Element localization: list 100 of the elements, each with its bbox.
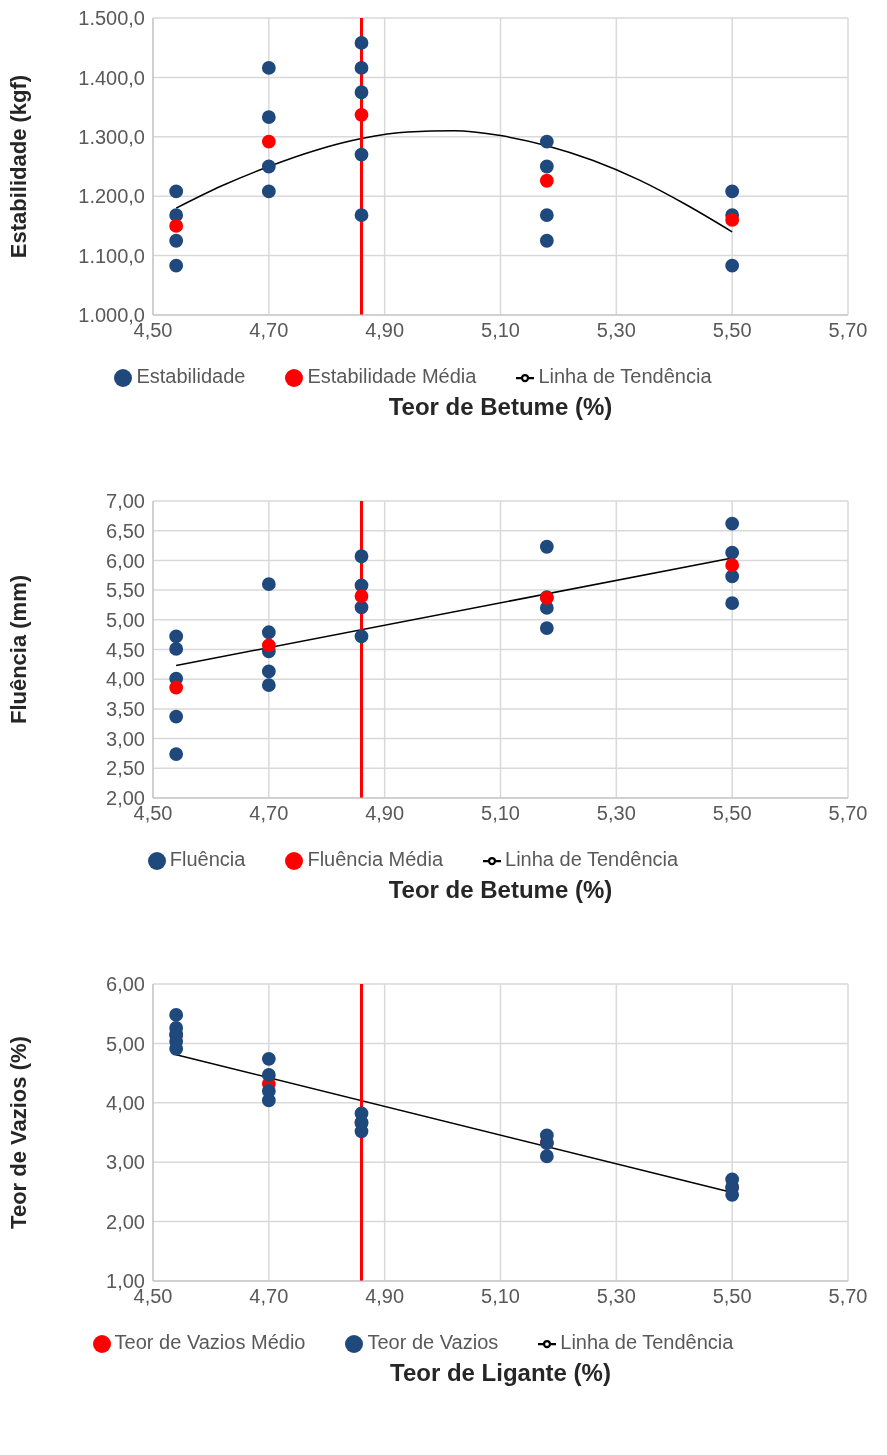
point (261, 159, 276, 174)
point (169, 258, 184, 273)
y-tick-label: 5,50 (106, 579, 145, 602)
point (169, 1007, 184, 1022)
x-tick-label: 5,10 (481, 1285, 520, 1308)
x-tick-label: 5,50 (712, 319, 752, 342)
point (169, 642, 184, 656)
x-tick-label: 4,70 (249, 802, 289, 825)
y-tick-label: 2,50 (106, 757, 145, 780)
y-tick-label: 6,00 (106, 973, 145, 996)
point (169, 184, 184, 199)
x-axis-title: Teor de Betume (%) (387, 876, 614, 904)
x-tick-label: 5,70 (828, 319, 868, 342)
point (539, 159, 554, 174)
y-tick-label: 5,00 (106, 608, 145, 631)
point (539, 173, 554, 188)
x-tick-label: 5,50 (712, 1285, 752, 1308)
y-tick-label: 3,00 (106, 1151, 145, 1174)
x-tick-label: 4,90 (365, 802, 405, 825)
point (261, 1051, 276, 1066)
y-tick-label: 7,00 (106, 490, 145, 513)
point (354, 549, 369, 564)
point (169, 680, 184, 695)
point (169, 233, 184, 248)
point (725, 596, 740, 611)
y-tick-label: 2,00 (106, 1210, 145, 1233)
y-tick-label: 5,00 (106, 1032, 145, 1055)
point (725, 545, 740, 560)
point (261, 184, 276, 199)
point (354, 589, 369, 603)
point (539, 233, 554, 248)
point (539, 134, 554, 149)
point (725, 184, 740, 199)
point (261, 1093, 276, 1108)
legend-label: Estabilidade Média (307, 365, 477, 387)
point (261, 1067, 276, 1082)
point (725, 558, 740, 573)
point (261, 61, 276, 75)
x-tick-label: 4,70 (249, 1285, 289, 1308)
point (261, 577, 276, 592)
x-tick-label: 4,90 (365, 319, 405, 342)
x-tick-label: 5,70 (828, 802, 868, 825)
y-tick-label: 1.200,0 (78, 185, 145, 208)
y-tick-label: 4,50 (106, 638, 145, 661)
point (725, 213, 740, 227)
x-tick-label: 4,70 (249, 319, 289, 342)
legend-label: Linha de Tendência (505, 848, 679, 870)
point (354, 107, 369, 122)
point (539, 1149, 554, 1164)
point (354, 36, 369, 50)
point (261, 134, 276, 149)
point (354, 1124, 369, 1139)
legend-label: Teor de Vazios (367, 1331, 499, 1353)
x-axis-title: Teor de Ligante (%) (389, 1359, 612, 1387)
x-tick-label: 5,30 (596, 802, 636, 825)
point (169, 219, 184, 233)
point (539, 539, 554, 554)
point (169, 709, 184, 724)
x-tick-label: 5,30 (596, 1285, 636, 1308)
point (261, 625, 276, 640)
point (261, 678, 276, 693)
y-tick-label: 4,00 (106, 1091, 145, 1114)
y-tick-label: 1.500,0 (78, 7, 145, 30)
x-tick-label: 5,30 (596, 319, 636, 342)
point (354, 629, 369, 644)
y-axis-title: Fluência (mm) (5, 574, 31, 725)
point (725, 258, 740, 273)
legend-label: Teor de Vazios Médio (114, 1331, 306, 1353)
point (169, 629, 184, 644)
point (261, 110, 276, 125)
point (354, 61, 369, 75)
x-tick-label: 4,90 (365, 1285, 405, 1308)
legend-label: Linha de Tendência (560, 1331, 734, 1353)
point (354, 85, 369, 100)
point (261, 638, 276, 653)
y-tick-label: 1.100,0 (78, 244, 145, 267)
point (354, 208, 369, 223)
legend-label: Fluência Média (307, 848, 444, 870)
y-tick-label: 1.400,0 (78, 66, 145, 89)
x-tick-label: 5,10 (481, 802, 520, 825)
y-tick-label: 1.300,0 (78, 125, 145, 148)
y-tick-label: 3,00 (106, 727, 145, 750)
point (725, 516, 740, 531)
legend-label: Fluência (169, 848, 246, 870)
x-tick-label: 5,50 (712, 802, 752, 825)
point (169, 747, 184, 761)
point (354, 147, 369, 162)
x-tick-label: 5,10 (481, 319, 520, 342)
y-tick-label: 3,50 (106, 698, 145, 720)
y-axis-title: Teor de Vazios (%) (5, 1036, 31, 1229)
point (539, 208, 554, 223)
point (539, 621, 554, 636)
y-axis-title: Estabilidade (kgf) (5, 74, 31, 259)
point (261, 664, 276, 679)
y-tick-label: 6,00 (106, 549, 145, 572)
x-tick-label: 5,70 (828, 1285, 868, 1308)
y-tick-label: 4,00 (106, 668, 145, 691)
legend-label: Linha de Tendência (538, 365, 712, 387)
legend-label: Estabilidade (136, 365, 246, 387)
x-axis-title: Teor de Betume (%) (387, 393, 614, 421)
